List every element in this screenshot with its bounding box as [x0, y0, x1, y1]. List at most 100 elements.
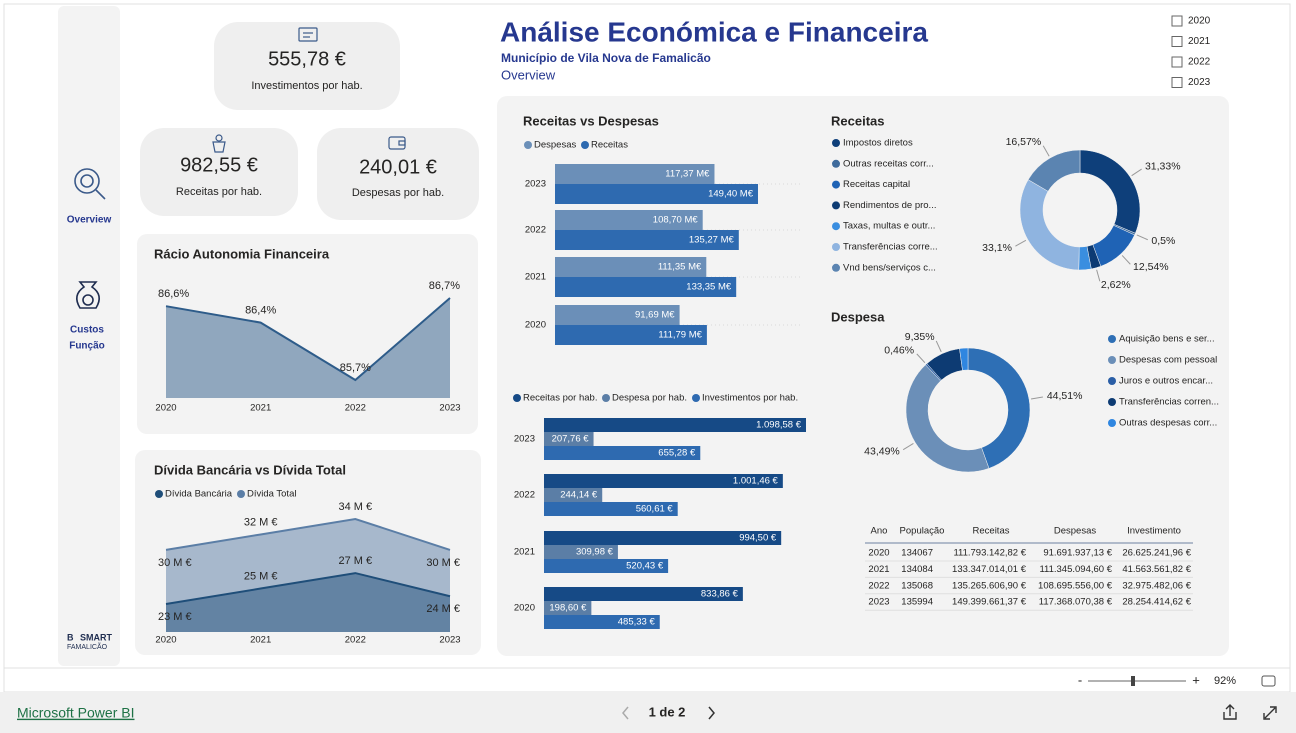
legend-label: Despesa por hab.	[612, 393, 687, 404]
chart-title: Despesa	[831, 309, 885, 324]
y-tick-label: 2023	[525, 179, 546, 190]
data-label: 0,46%	[884, 345, 914, 357]
table-cell: 135068	[901, 580, 933, 591]
data-label: 91,69 M€	[635, 310, 675, 321]
data-label: 520,43 €	[626, 561, 664, 572]
kpi-value: 555,78 €	[268, 48, 346, 70]
nav-overview-icon[interactable]	[74, 168, 106, 200]
slicer-option[interactable]: 2022	[1188, 57, 1211, 68]
zoom-in[interactable]: +	[1192, 672, 1200, 687]
zoom-level: 92%	[1214, 675, 1236, 687]
slicer-option[interactable]: 2021	[1188, 36, 1211, 47]
nav-item[interactable]: Overview	[67, 215, 112, 226]
data-label: 25 M €	[244, 570, 278, 582]
legend-marker	[832, 222, 840, 231]
fit-icon[interactable]	[1261, 675, 1276, 687]
leader-line	[1096, 269, 1101, 282]
table-header: Investimento	[1127, 526, 1181, 537]
table-cell: 111.793.142,82 €	[953, 548, 1026, 559]
data-label: 135,27 M€	[689, 235, 735, 246]
legend-label: Juros e outros encar...	[1119, 376, 1213, 387]
bar	[555, 277, 737, 297]
legend-marker	[832, 159, 840, 168]
slicer-checkbox[interactable]	[1171, 56, 1183, 68]
data-label: 244,14 €	[560, 490, 598, 501]
bar	[544, 545, 618, 559]
legend-marker	[581, 141, 589, 149]
legend-label: Dívida Bancária	[165, 489, 233, 500]
legend-label: Outras despesas corr...	[1119, 418, 1217, 429]
share-icon[interactable]	[1223, 704, 1237, 720]
legend-label: Despesas	[534, 140, 576, 151]
leader-line	[916, 353, 926, 364]
brand-link[interactable]: Microsoft Power BI	[17, 705, 134, 721]
slicer-option[interactable]: 2020	[1188, 16, 1211, 27]
line	[165, 517, 451, 551]
line	[165, 297, 451, 382]
bar	[544, 601, 592, 615]
table-cell: 108.695.556,00 €	[1038, 580, 1113, 591]
area	[166, 298, 450, 398]
legend-marker	[524, 141, 532, 149]
slicer-checkbox[interactable]	[1171, 36, 1183, 47]
y-tick-label: 2020	[525, 320, 546, 331]
zoom-out[interactable]: -	[1078, 672, 1082, 687]
table-cell: 134084	[901, 564, 933, 575]
y-tick-label: 2022	[514, 490, 535, 501]
kpi-label: Receitas por hab.	[176, 186, 262, 198]
data-label: 111,35 M€	[658, 262, 702, 273]
zoom-bar	[3, 667, 1291, 693]
table-cell: 2020	[868, 548, 889, 559]
data-label: 9,35%	[905, 331, 935, 343]
bar	[555, 305, 680, 325]
legend-marker	[1108, 377, 1116, 385]
next-page[interactable]	[708, 706, 715, 720]
legend-label: Receitas	[591, 140, 628, 151]
legend-label: Investimentos por hab.	[702, 393, 798, 404]
bar	[555, 257, 707, 277]
data-label: 485,33 €	[618, 617, 656, 628]
data-label: 655,28 €	[658, 448, 696, 459]
logo: FAMALICÃO	[67, 642, 108, 651]
nav-costs-icon[interactable]	[76, 281, 100, 309]
bar	[544, 446, 701, 460]
prev-page[interactable]	[622, 706, 629, 720]
chart-title: Receitas	[831, 113, 884, 128]
table-cell: 134067	[901, 548, 933, 559]
table-cell: 26.625.241,96 €	[1122, 548, 1191, 559]
legend-marker	[513, 394, 521, 402]
legend-marker	[832, 201, 840, 210]
data-label: 833,86 €	[701, 589, 739, 600]
legend-label: Impostos diretos	[843, 138, 913, 149]
legend-label: Aquisição bens e ser...	[1119, 334, 1215, 345]
zoom-slider[interactable]	[1088, 676, 1186, 686]
nav-item[interactable]: Custos	[70, 325, 104, 336]
table-cell: 2022	[868, 580, 889, 591]
data-label: 32 M €	[244, 516, 278, 528]
slicer-checkbox[interactable]	[1171, 77, 1183, 88]
legend-label: Despesas com pessoal	[1119, 355, 1217, 366]
slicer-checkbox[interactable]	[1171, 15, 1183, 27]
legend-label: Vnd bens/serviços c...	[843, 262, 936, 273]
table-header: Receitas	[973, 526, 1010, 537]
data-label: 44,51%	[1047, 390, 1083, 402]
bar	[544, 531, 782, 545]
legend-label: Rendimentos de pro...	[843, 200, 936, 211]
data-label: 16,57%	[1006, 136, 1042, 148]
legend-marker	[832, 243, 840, 251]
data-label: 34 M €	[339, 501, 373, 513]
slicer-option[interactable]: 2023	[1188, 77, 1211, 88]
report-subtitle: Município de Vila Nova de Famalicão	[501, 51, 711, 65]
data-label: 30 M €	[158, 557, 192, 569]
fullscreen-icon[interactable]	[1263, 706, 1277, 720]
logo: SMART	[80, 632, 112, 642]
bar	[555, 325, 707, 345]
nav-item[interactable]: Função	[69, 341, 105, 352]
kpi-card	[140, 128, 298, 216]
donut-slice	[967, 347, 1031, 469]
kpi-value: 982,55 €	[180, 154, 258, 176]
legend-label: Transferências corre...	[843, 242, 938, 253]
legend-label: Receitas capital	[843, 179, 910, 190]
table-cell: 133.347.014,01 €	[952, 564, 1027, 575]
data-label: 2,62%	[1101, 279, 1131, 291]
